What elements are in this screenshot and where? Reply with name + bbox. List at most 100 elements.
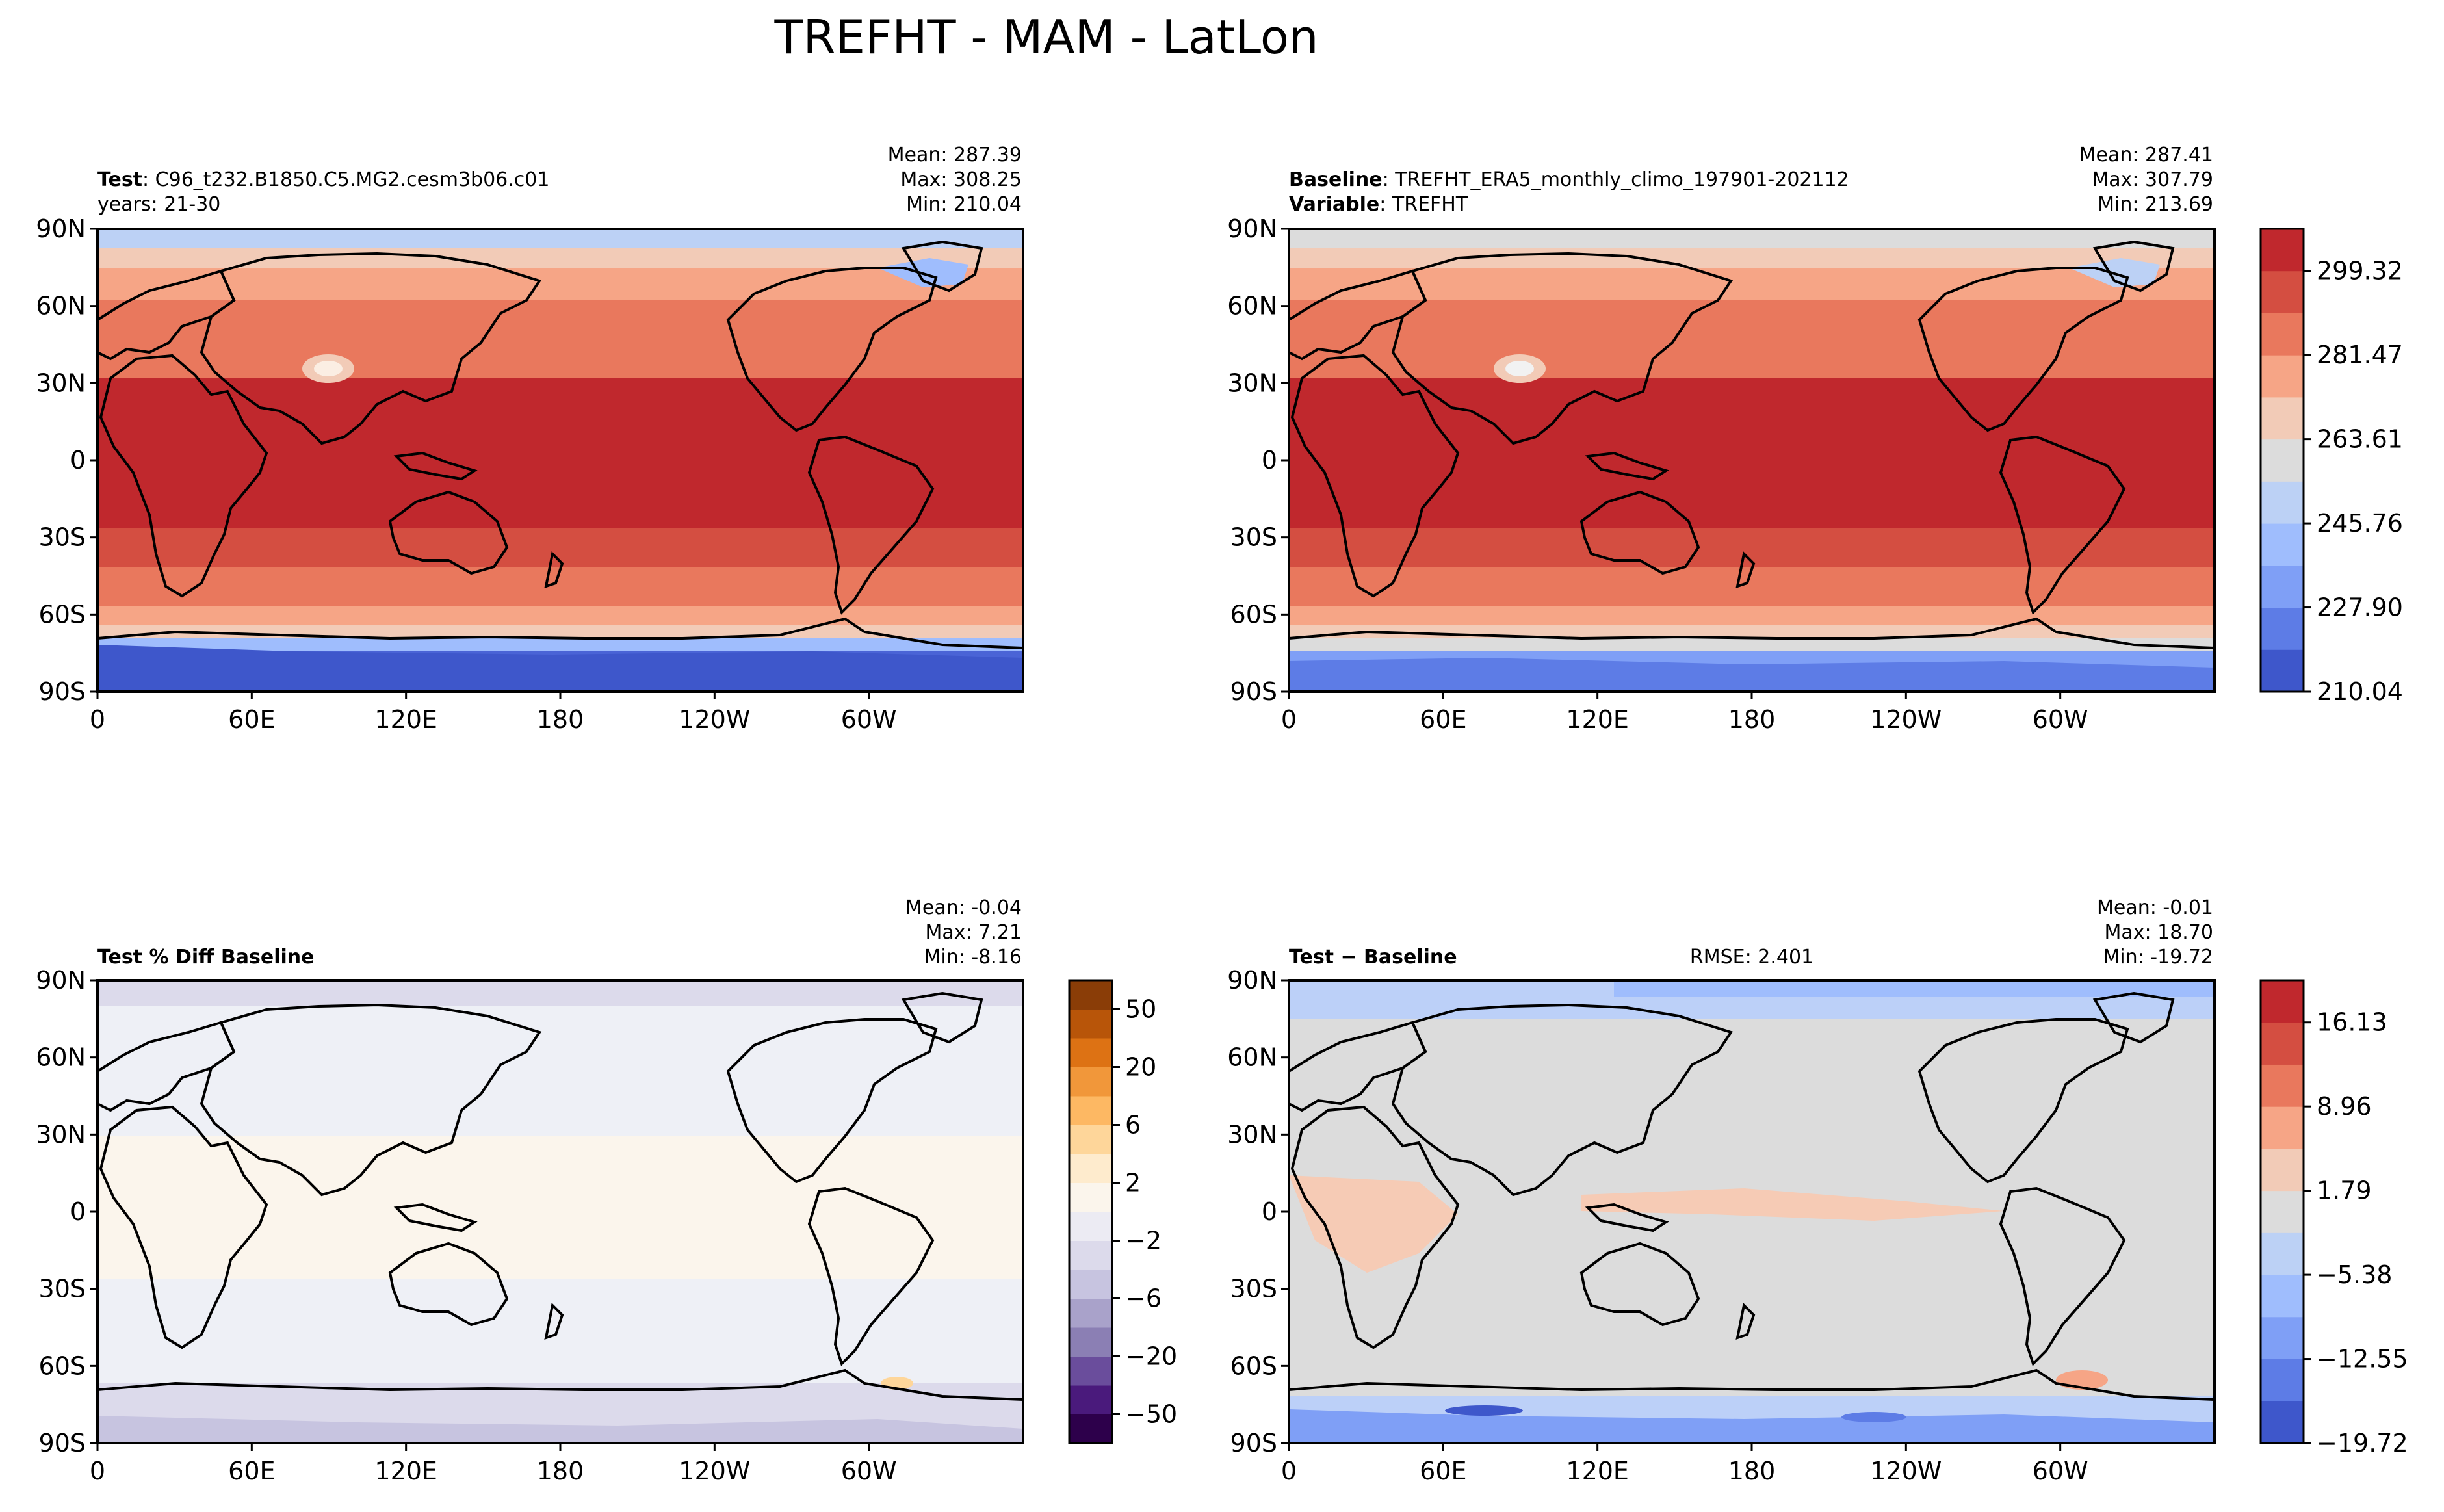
panel-test-stat-max: Max: 308.25 [900,168,1022,191]
colorbar-diff-tick-label: −5.38 [2317,1260,2392,1289]
colorbar-pctdiff-tick-label: −2 [1125,1227,1162,1255]
lat-tick-label: 90S [39,677,86,706]
colorbar-diff-segment [2261,980,2304,1023]
lat-tick-label: 30N [1227,1120,1277,1149]
lon-tick-label: 180 [1728,705,1776,734]
lat-tick-label: 90N [1227,215,1277,243]
lat-tick-label: 0 [70,446,86,475]
colorbar-diff-segment [2261,1190,2304,1233]
colorbar-diff-segment [2261,1401,2304,1444]
colorbar-test-baseline-segment [2261,229,2304,272]
colorbar-pctdiff-tick-label: 50 [1125,995,1156,1024]
lon-tick-label: 120W [1870,1457,1942,1485]
panel-baseline-title: Baseline: TREFHT_ERA5_monthly_climo_1979… [1289,168,1849,191]
colorbar-pctdiff-tick-label: −50 [1125,1400,1177,1429]
colorbars: 299.32281.47263.61245.76227.90210.045020… [1068,228,2408,1457]
lat-tick-label: 30S [1230,1275,1277,1303]
panel-pctdiff-stat-min: Min: -8.16 [924,946,1022,969]
panel-diff-stat-mean: Mean: -0.01 [2097,896,2213,919]
lon-tick-label: 0 [1281,1457,1297,1485]
lat-tick-label: 0 [1262,446,1277,475]
colorbar-diff-frame [2259,979,2305,1444]
colorbar-diff-segment [2261,1106,2304,1149]
figure-title: TREFHT - MAM - LatLon [774,10,1318,64]
lon-tick-label: 60W [841,705,897,734]
lat-tick-label: 90S [1230,1429,1277,1457]
colorbar-pctdiff-tick-label: 6 [1125,1111,1141,1140]
lat-tick-label: 60N [1227,1043,1277,1072]
lon-tick-label: 180 [537,1457,584,1485]
panel-baseline-title-bold: Baseline [1289,168,1383,191]
panel-test-title-bold: Test [98,168,142,191]
colorbar-pctdiff-frame [1068,979,1113,1444]
colorbar-pctdiff: 50 20 6 2 −2 −6 −20 −50 [1068,979,1177,1444]
colorbar-pctdiff-segment [1069,1096,1112,1125]
colorbar-pctdiff-segment [1069,1327,1112,1357]
panel-diff-title: Test − Baseline [1289,946,1457,969]
colorbar-pctdiff-segment [1069,1154,1112,1183]
lon-tick-label: 60W [2033,705,2088,734]
colorbar-test-baseline-segment [2261,270,2304,313]
colorbar-diff-segment [2261,1316,2304,1360]
lon-tick-label: 180 [537,705,584,734]
panel-test-title: Test: C96_t232.B1850.C5.MG2.cesm3b06.c01 [98,168,549,191]
lon-tick-label: 120E [1566,1457,1629,1485]
lon-tick-label: 60E [228,1457,275,1485]
colorbar-pctdiff-segment [1069,1385,1112,1414]
colorbar-test-baseline-tick-label: 299.32 [2317,257,2403,285]
colorbar-test-baseline-segment [2261,523,2304,566]
lat-tick-label: 60S [39,1351,86,1380]
panel-baseline-stat-min: Min: 213.69 [2098,193,2213,216]
lat-tick-label: 60N [36,1043,86,1072]
colorbar-test-baseline-segment [2261,565,2304,608]
panel-baseline-map [1289,229,2215,692]
colorbar-pctdiff-segment [1069,1009,1112,1039]
panel-test-title-line2: years: 21-30 [98,193,220,216]
lon-tick-label: 60E [1420,705,1466,734]
lat-tick-label: 60N [1227,292,1277,320]
colorbar-test-baseline-tick-label: 210.04 [2317,677,2403,706]
colorbar-pctdiff-segment [1069,1125,1112,1154]
colorbar-pctdiff-segment [1069,1298,1112,1328]
colorbar-pctdiff-tick-label: −6 [1125,1284,1162,1313]
lon-tick-label: 0 [1281,705,1297,734]
panel-pctdiff-stat-mean: Mean: -0.04 [905,896,1022,919]
panel-diff-stat-max: Max: 18.70 [2104,921,2213,944]
colorbar-diff-segment [2261,1232,2304,1275]
lon-tick-label: 60E [228,705,275,734]
lat-tick-label: 90S [1230,677,1277,706]
colorbar-diff-segment [2261,1148,2304,1192]
colorbar-test-baseline-tick-label: 281.47 [2317,341,2403,369]
lon-tick-label: 120E [374,1457,437,1485]
lat-tick-label: 30S [39,1275,86,1303]
lat-tick-label: 0 [70,1197,86,1226]
panel-test-stat-mean: Mean: 287.39 [888,144,1022,166]
panel-baseline-title-line2: Variable: TREFHT [1289,193,1468,216]
panel-baseline-title-rest: : TREFHT_ERA5_monthly_climo_197901-20211… [1383,168,1849,191]
lat-tick-label: 30S [1230,523,1277,552]
colorbar-test-baseline-tick-label: 245.76 [2317,509,2403,538]
panel-pctdiff-map [98,980,1023,1443]
lat-tick-label: 60S [39,600,86,629]
lon-tick-label: 60E [1420,1457,1466,1485]
lat-tick-label: 60S [1230,1351,1277,1380]
colorbar-diff-segment [2261,1275,2304,1318]
lon-tick-label: 120E [1566,705,1629,734]
colorbar-test-baseline-segment [2261,607,2304,650]
lat-tick-label: 90N [1227,966,1277,995]
colorbar-test-baseline-segment [2261,439,2304,482]
panel-baseline-variable-value: : TREFHT [1379,193,1468,216]
colorbar-pctdiff-segment [1069,1038,1112,1067]
colorbar-test-baseline-tick-label: 263.61 [2317,425,2403,454]
lat-tick-label: 30N [1227,369,1277,397]
panel-test: Test: C96_t232.B1850.C5.MG2.cesm3b06.c01… [96,144,1024,693]
colorbar-pctdiff-segment [1069,1212,1112,1241]
colorbar-diff-segment [2261,1064,2304,1107]
panel-test-stat-min: Min: 210.04 [906,193,1022,216]
colorbar-pctdiff-tick-label: −20 [1125,1342,1177,1371]
colorbar-test-baseline-segment [2261,649,2304,692]
lat-tick-label: 90N [36,215,86,243]
lon-tick-label: 0 [90,705,105,734]
